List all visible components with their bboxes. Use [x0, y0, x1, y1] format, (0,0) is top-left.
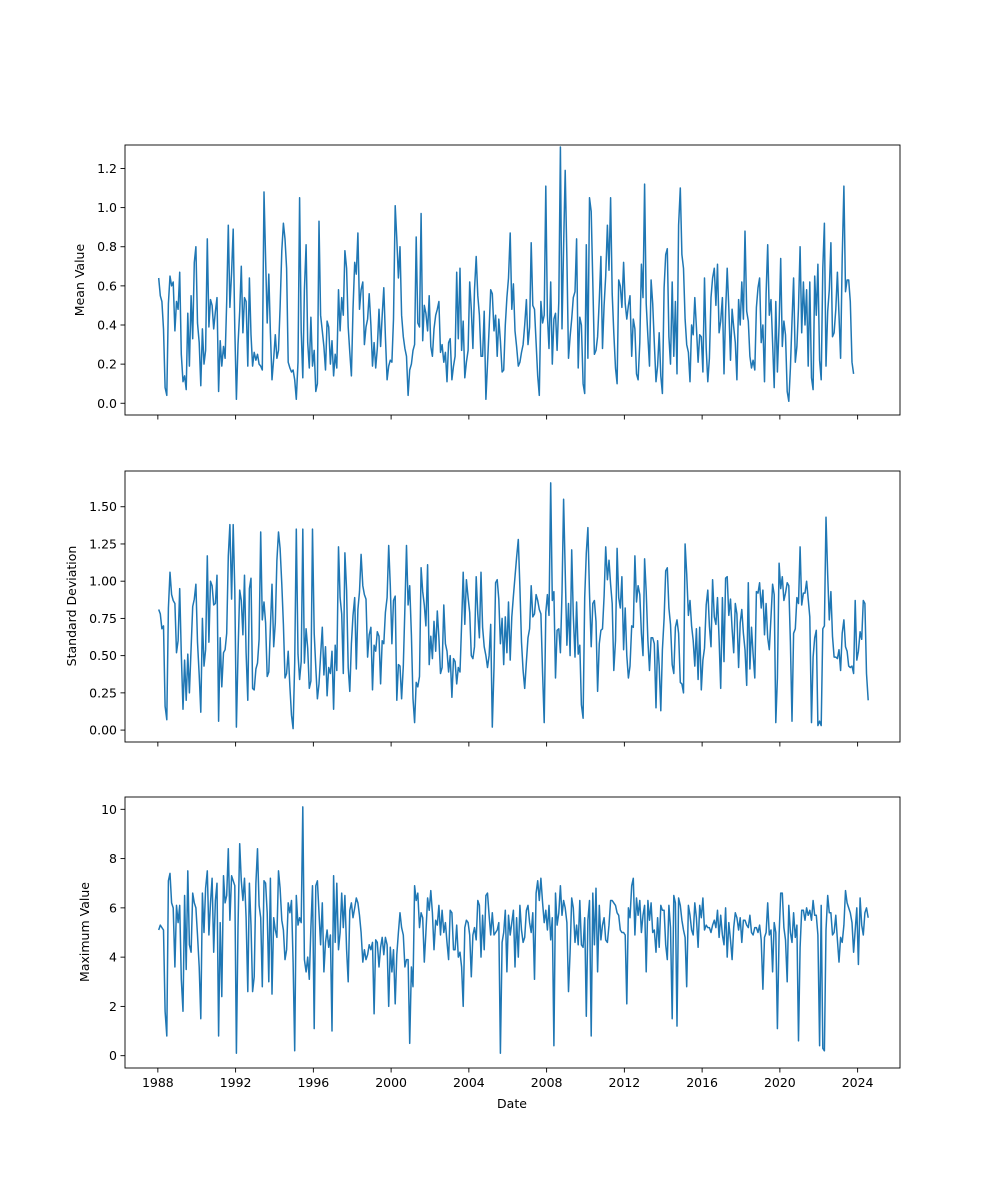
x-tick-label: 1996: [297, 1075, 329, 1090]
y-tick-label: 0.25: [89, 685, 117, 700]
series-line: [157, 482, 869, 730]
y-tick-label: 2: [109, 999, 117, 1014]
y-tick-label: 8: [109, 851, 117, 866]
axes-frame: [124, 796, 901, 1069]
y-tick-label: 0.4: [97, 318, 117, 333]
maximum-value-axis-label: Maximum Value: [77, 882, 92, 982]
axes-frame: [124, 144, 901, 416]
y-tick-label: 0.0: [97, 396, 117, 411]
y-tick-label: 0.6: [97, 278, 117, 293]
y-tick-label: 4: [109, 950, 117, 965]
standard-deviation-panel: Standard Deviation 0.00 0.25 0.50 0.75 1.00 1…: [64, 470, 901, 747]
y-tick-label: 10: [101, 802, 117, 817]
x-tick-label: 1992: [220, 1075, 252, 1090]
x-tick-label: 2004: [453, 1075, 485, 1090]
series-line: [157, 806, 869, 1054]
mean-value-panel: Mean Value 0.0 0.2 0.4 0.6 0.8 1.0 1.2: [72, 144, 901, 420]
y-tick-label: 1.0: [97, 200, 117, 215]
mean-value-axis-label: Mean Value: [72, 244, 87, 317]
maximum-value-panel: Maximum Value Date 0 2 4 6 8 10 1988 1992 1996 20…: [77, 796, 901, 1111]
y-tick-label: 1.2: [97, 161, 117, 176]
x-tick-label: 2020: [764, 1075, 796, 1090]
x-tick-label: 2000: [375, 1075, 407, 1090]
y-tick-label: 1.00: [89, 574, 117, 589]
x-tick-label: 2012: [608, 1075, 640, 1090]
axes-frame: [124, 470, 901, 743]
x-tick-label: 2016: [686, 1075, 718, 1090]
y-tick-label: 0.75: [89, 611, 117, 626]
y-tick-label: 6: [109, 900, 117, 915]
y-tick-label: 0.50: [89, 648, 117, 663]
y-tick-label: 1.50: [89, 499, 117, 514]
y-tick-label: 1.25: [89, 536, 117, 551]
series-line: [157, 146, 855, 403]
x-tick-label: 1988: [142, 1075, 174, 1090]
x-tick-label: 2024: [842, 1075, 874, 1090]
standard-deviation-axis-label: Standard Deviation: [64, 546, 79, 667]
date-axis-label: Date: [497, 1096, 527, 1111]
y-tick-label: 0.2: [97, 357, 117, 372]
y-tick-label: 0.8: [97, 239, 117, 254]
x-tick-label: 2008: [531, 1075, 563, 1090]
y-tick-label: 0.00: [89, 723, 117, 738]
y-tick-label: 0: [109, 1048, 117, 1063]
